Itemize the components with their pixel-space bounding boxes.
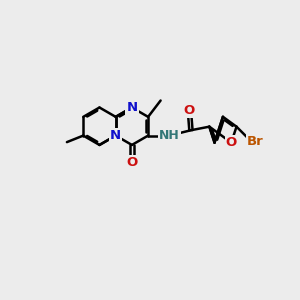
Text: O: O	[126, 156, 137, 169]
Text: N: N	[110, 129, 121, 142]
Text: O: O	[226, 136, 237, 149]
Text: N: N	[126, 101, 137, 114]
Text: NH: NH	[159, 129, 180, 142]
Text: Br: Br	[247, 135, 264, 148]
Text: O: O	[184, 104, 195, 117]
